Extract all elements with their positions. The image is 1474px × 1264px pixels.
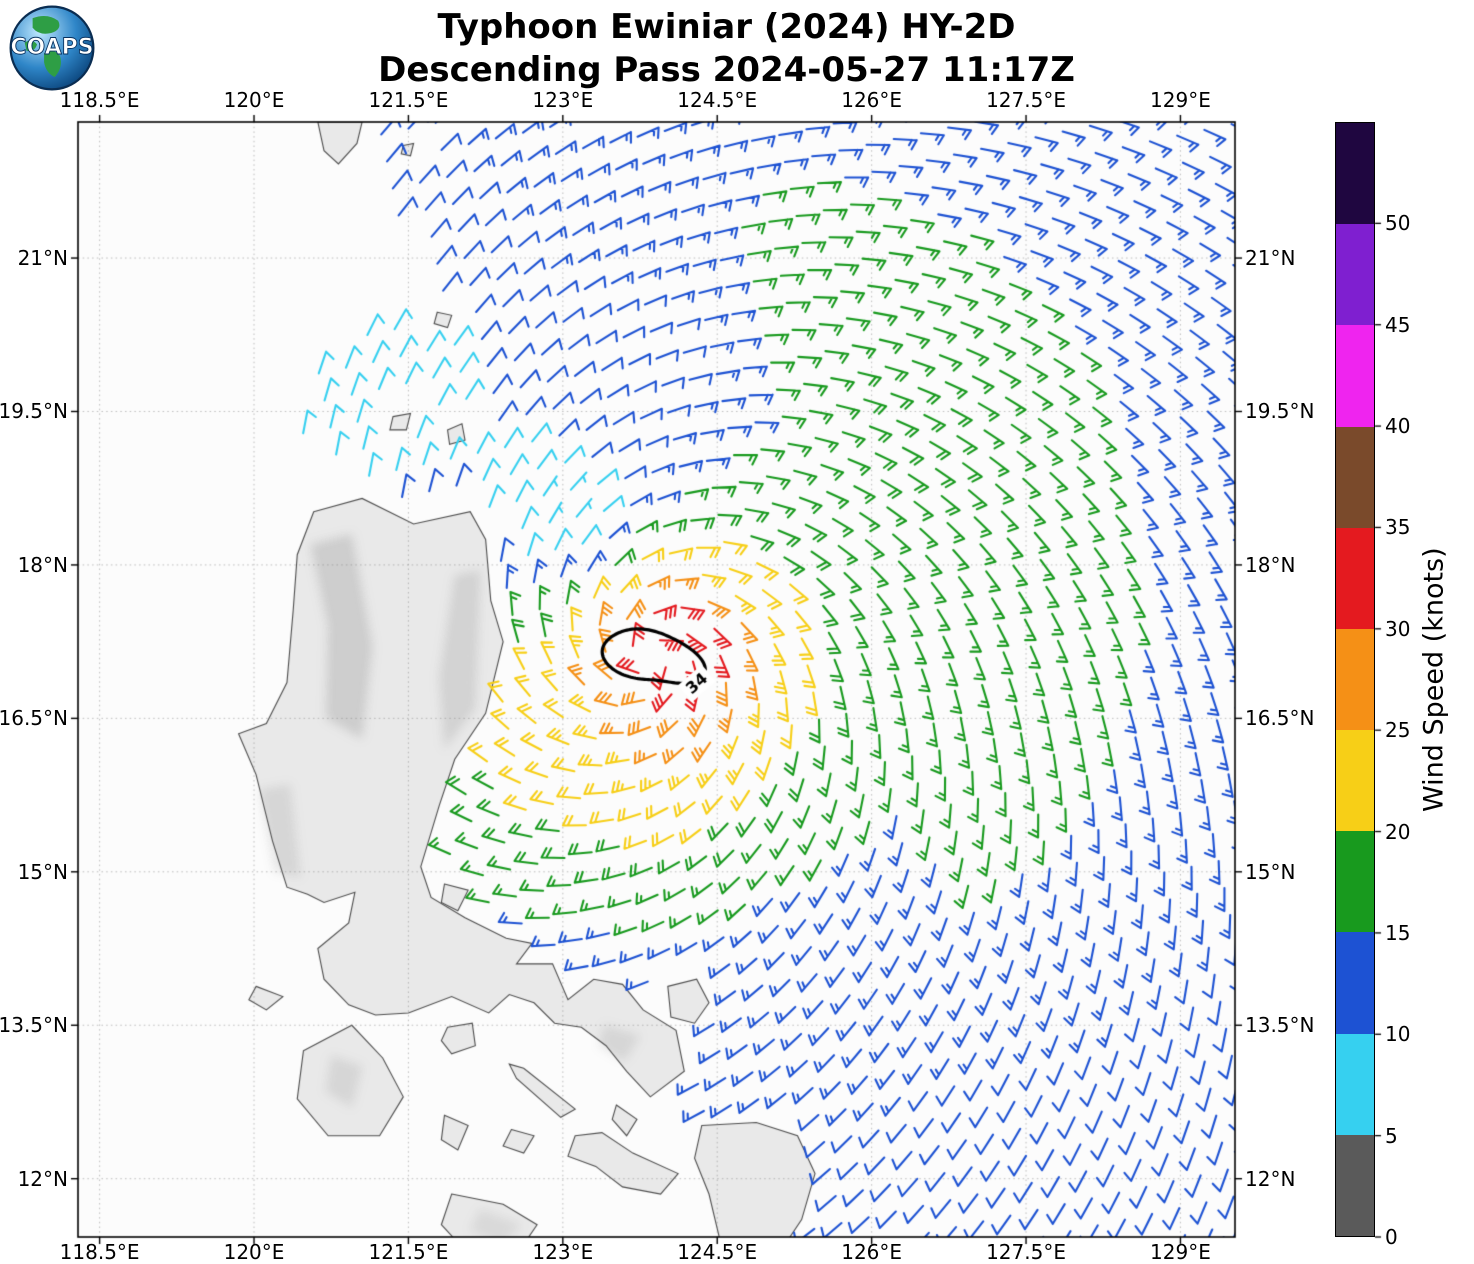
y-tick-label-right: 13.5°N [1245, 1013, 1315, 1038]
colorbar [1335, 122, 1375, 1237]
colorbar-tick-label: 0 [1385, 1225, 1398, 1249]
colorbar-tick-label: 15 [1385, 920, 1411, 945]
colorbar-tick-label: 10 [1385, 1022, 1411, 1047]
colorbar-tick-label: 25 [1385, 718, 1411, 743]
colorbar-bin-35-40 [1336, 426, 1374, 528]
x-tick-label-top: 118.5°E [59, 88, 140, 112]
x-tick-label-top: 124.5°E [677, 88, 758, 112]
colorbar-bin-15-20 [1336, 831, 1374, 933]
page-title: Typhoon Ewiniar (2024) HY-2D Descending … [78, 6, 1375, 91]
colorbar-tick-label: 40 [1385, 414, 1411, 439]
colorbar-bin-40-45 [1336, 325, 1374, 427]
colorbar-bin-50-55 [1336, 122, 1374, 225]
x-tick-label-bottom: 118.5°E [59, 1240, 140, 1264]
colorbar-axis-label: Wind Speed (knots) [1418, 547, 1450, 812]
y-tick-label-left: 15°N [17, 859, 68, 884]
colorbar-bin-30-35 [1336, 527, 1374, 629]
x-tick-label-top: 126°E [841, 88, 903, 112]
x-tick-label-bottom: 129°E [1150, 1240, 1211, 1264]
x-tick-label-bottom: 126°E [841, 1240, 903, 1264]
y-tick-label-right: 19.5°N [1245, 399, 1315, 424]
colorbar-tick-label: 35 [1385, 515, 1411, 540]
colorbar-bin-45-50 [1336, 224, 1374, 326]
coaps-logo: COAPS [8, 4, 96, 92]
x-tick-label-top: 127.5°E [986, 88, 1066, 112]
x-tick-label-bottom: 124.5°E [677, 1240, 758, 1264]
colorbar-bin-25-30 [1336, 628, 1374, 731]
coaps-globe-icon: COAPS [9, 5, 95, 91]
y-tick-label-right: 12°N [1245, 1166, 1296, 1191]
y-tick-label-right: 15°N [1245, 859, 1296, 884]
x-tick-label-bottom: 127.5°E [986, 1240, 1066, 1264]
y-tick-label-right: 18°N [1245, 552, 1296, 577]
colorbar-bin-0-5 [1336, 1134, 1374, 1236]
colorbar-tick-label: 45 [1385, 312, 1411, 337]
x-tick-label-top: 121.5°E [368, 88, 449, 112]
colorbar-tick-label: 20 [1385, 819, 1411, 844]
y-tick-label-left: 18°N [17, 552, 68, 577]
x-tick-label-top: 129°E [1150, 88, 1211, 112]
colorbar-bin-20-25 [1336, 730, 1374, 832]
colorbar-tick-label: 5 [1385, 1123, 1398, 1148]
x-tick-label-top: 123°E [532, 88, 594, 112]
y-tick-label-left: 12°N [17, 1166, 68, 1191]
x-tick-label-bottom: 123°E [532, 1240, 594, 1264]
x-tick-label-top: 120°E [223, 88, 285, 112]
colorbar-bin-5-10 [1336, 1033, 1374, 1135]
y-tick-label-left: 19.5°N [0, 399, 68, 424]
y-tick-label-left: 21°N [17, 246, 68, 271]
y-tick-label-right: 21°N [1245, 246, 1296, 271]
chart-title-line2: Descending Pass 2024-05-27 11:17Z [378, 49, 1075, 90]
y-tick-label-left: 16.5°N [0, 706, 68, 731]
y-tick-label-right: 16.5°N [1245, 706, 1315, 731]
x-tick-label-bottom: 120°E [223, 1240, 285, 1264]
y-tick-label-left: 13.5°N [0, 1013, 68, 1038]
colorbar-tick-label: 30 [1385, 616, 1411, 641]
colorbar-bin-10-15 [1336, 932, 1374, 1034]
x-tick-label-bottom: 121.5°E [368, 1240, 449, 1264]
coaps-logo-text: COAPS [10, 35, 93, 60]
chart-title-line1: Typhoon Ewiniar (2024) HY-2D [437, 7, 1016, 47]
colorbar-tick-label: 50 [1385, 211, 1411, 236]
